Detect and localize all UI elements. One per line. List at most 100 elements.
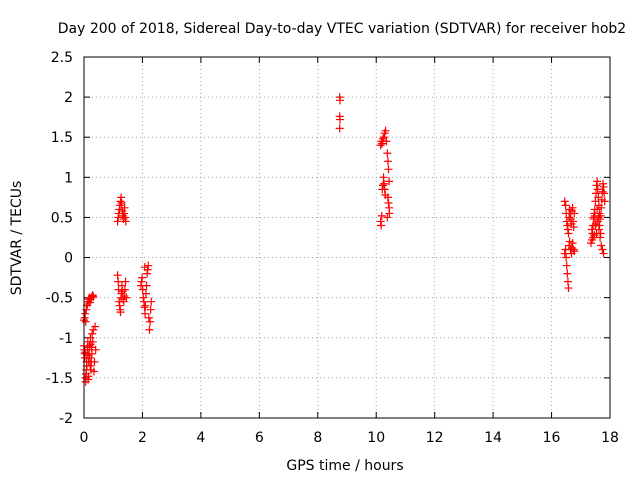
data-point bbox=[81, 309, 90, 318]
data-point bbox=[563, 269, 572, 278]
data-point bbox=[379, 133, 388, 142]
data-point bbox=[599, 249, 608, 258]
data-point bbox=[145, 325, 154, 334]
chart-title: Day 200 of 2018, Sidereal Day-to-day VTE… bbox=[58, 21, 626, 37]
data-point bbox=[91, 345, 100, 354]
data-point bbox=[383, 149, 392, 158]
data-points bbox=[80, 93, 609, 386]
data-point bbox=[114, 277, 123, 286]
data-point bbox=[594, 213, 603, 222]
data-point bbox=[564, 284, 573, 293]
data-point bbox=[600, 189, 609, 198]
data-point bbox=[570, 209, 579, 218]
data-point bbox=[84, 372, 93, 381]
data-point bbox=[141, 289, 150, 298]
data-point bbox=[144, 261, 153, 270]
x-tick-label: 4 bbox=[196, 430, 205, 446]
grid-lines bbox=[84, 57, 610, 418]
data-point bbox=[562, 261, 571, 270]
y-tick-labels: -2 -1.5 -1 -0.5 0 0.5 1 1.5 2 2.5 bbox=[46, 50, 73, 427]
data-point bbox=[335, 115, 344, 124]
data-point bbox=[121, 277, 130, 286]
data-point bbox=[560, 249, 569, 258]
data-point bbox=[141, 309, 150, 318]
data-point bbox=[90, 357, 99, 366]
data-point bbox=[88, 329, 97, 338]
y-tick-label: -2 bbox=[59, 411, 73, 427]
y-tick-label: 0 bbox=[64, 251, 73, 267]
x-tick-label: 16 bbox=[543, 430, 561, 446]
x-tick-labels: 0 2 4 6 8 10 12 14 16 18 bbox=[80, 430, 619, 446]
data-point bbox=[87, 349, 96, 358]
data-point bbox=[587, 225, 596, 234]
data-point bbox=[377, 221, 386, 230]
x-axis-label: GPS time / hours bbox=[286, 458, 403, 474]
data-point bbox=[120, 203, 129, 212]
x-tick-label: 12 bbox=[426, 430, 444, 446]
data-point bbox=[138, 273, 147, 282]
data-point bbox=[565, 213, 574, 222]
data-point bbox=[600, 197, 609, 206]
y-tick-label: -1 bbox=[59, 331, 73, 347]
data-point bbox=[377, 211, 386, 220]
data-point bbox=[335, 96, 344, 105]
data-point bbox=[376, 141, 385, 150]
data-point bbox=[81, 317, 90, 326]
x-tick-label: 0 bbox=[80, 430, 89, 446]
data-point bbox=[384, 165, 393, 174]
data-point bbox=[381, 126, 390, 135]
y-tick-label: 2.5 bbox=[51, 50, 73, 66]
data-point bbox=[335, 124, 344, 133]
data-point bbox=[89, 367, 98, 376]
data-point bbox=[88, 337, 97, 346]
data-point bbox=[596, 229, 605, 238]
x-tick-label: 14 bbox=[484, 430, 502, 446]
data-point bbox=[382, 137, 391, 146]
data-point bbox=[117, 199, 126, 208]
data-point bbox=[593, 205, 602, 214]
x-tick-label: 8 bbox=[313, 430, 322, 446]
data-point bbox=[598, 187, 607, 196]
plot-frame bbox=[83, 56, 611, 419]
data-point bbox=[598, 245, 607, 254]
data-point bbox=[89, 292, 98, 301]
data-point bbox=[560, 197, 569, 206]
x-tick-label: 18 bbox=[601, 430, 619, 446]
data-point bbox=[564, 229, 573, 238]
y-axis-label: SDTVAR / TECUs bbox=[9, 181, 25, 296]
x-tick-label: 2 bbox=[138, 430, 147, 446]
data-point bbox=[146, 317, 155, 326]
data-point bbox=[569, 223, 578, 232]
data-point bbox=[568, 203, 577, 212]
data-point bbox=[121, 217, 130, 226]
data-point bbox=[142, 281, 151, 290]
data-point bbox=[597, 241, 606, 250]
data-point bbox=[383, 213, 392, 222]
data-point bbox=[591, 197, 600, 206]
data-point bbox=[597, 203, 606, 212]
y-tick-label: -0.5 bbox=[46, 291, 73, 307]
data-point bbox=[385, 177, 394, 186]
data-point bbox=[593, 185, 602, 194]
axis-ticks bbox=[83, 56, 611, 419]
x-tick-label: 10 bbox=[367, 430, 385, 446]
data-point bbox=[116, 308, 125, 317]
data-point bbox=[122, 293, 131, 302]
y-tick-label: 2 bbox=[64, 90, 73, 106]
data-point bbox=[378, 139, 387, 148]
data-point bbox=[569, 245, 578, 254]
data-point bbox=[85, 341, 94, 350]
data-point bbox=[91, 322, 100, 331]
data-point bbox=[144, 313, 153, 322]
data-point bbox=[385, 209, 394, 218]
data-point bbox=[86, 361, 95, 370]
data-point bbox=[141, 301, 150, 310]
y-tick-label: 1 bbox=[64, 170, 73, 186]
data-point bbox=[591, 189, 600, 198]
data-point bbox=[591, 219, 600, 228]
data-point bbox=[568, 239, 577, 248]
data-point bbox=[147, 297, 156, 306]
data-point bbox=[570, 247, 579, 256]
data-point bbox=[383, 157, 392, 166]
